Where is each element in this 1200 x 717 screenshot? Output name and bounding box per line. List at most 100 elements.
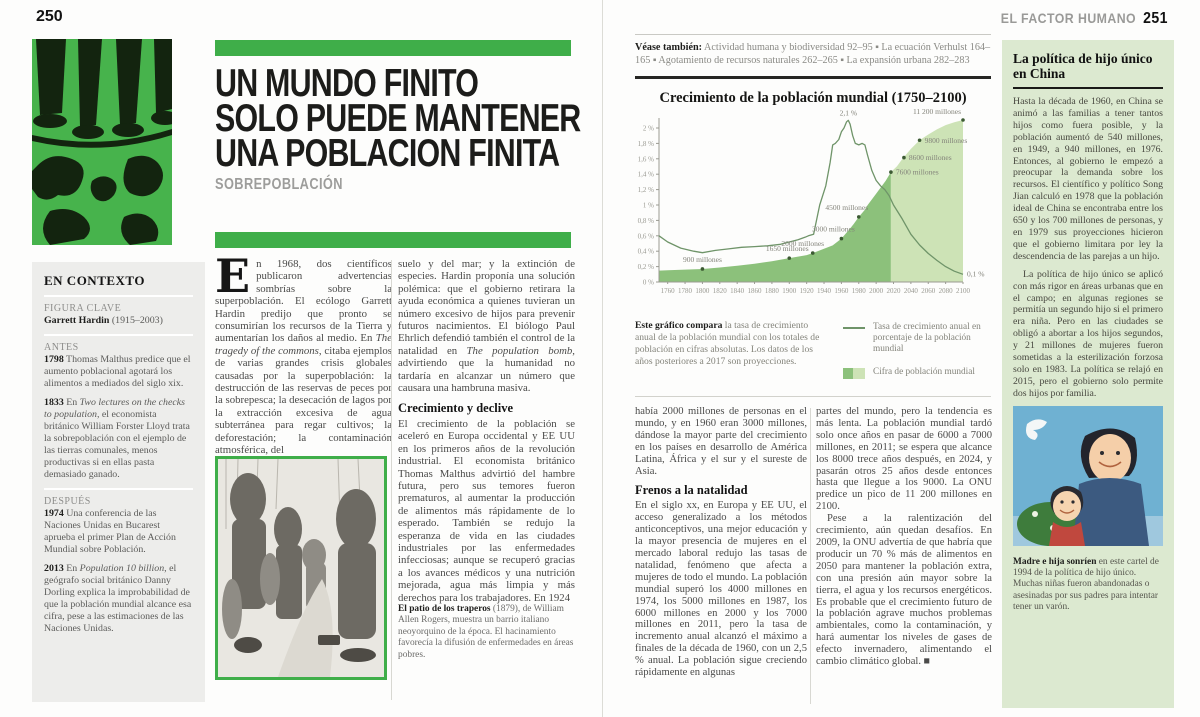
feet-on-globe-graphic xyxy=(32,39,179,245)
see-also-label: Véase también: xyxy=(635,42,703,53)
context-entry: 1974 Una conferencia de las Naciones Uni… xyxy=(44,508,176,555)
body-paragraph: partes del mundo, pero la tendencia es m… xyxy=(816,406,992,513)
svg-text:1880: 1880 xyxy=(765,287,780,295)
svg-text:1840: 1840 xyxy=(730,287,745,295)
svg-text:1,6 %: 1,6 % xyxy=(638,155,655,163)
body-column-1: En 1968, dos científicos publicaron adve… xyxy=(215,258,392,455)
svg-text:8600 millones: 8600 millones xyxy=(909,153,952,162)
svg-text:2020: 2020 xyxy=(887,287,902,295)
china-box-paragraph: Hasta la década de 1960, en China se ani… xyxy=(1013,96,1163,262)
divider xyxy=(44,488,193,490)
title-block: UN MUNDO FINITO SOLO PUEDE MANTENER UNA … xyxy=(215,40,581,250)
section-heading: Frenos a la natalidad xyxy=(635,483,748,498)
population-chart-svg: 0 % 0,2 % 0,4 % 0,6 % 0,8 % 1 % 1,2 % 1,4 % 1,6 … xyxy=(638,107,985,295)
svg-text:1860: 1860 xyxy=(748,287,763,295)
line-swatch-icon xyxy=(843,327,865,329)
see-also-box: Véase también: Actividad humana y biodiv… xyxy=(635,34,991,79)
legend-label: Tasa de crecimiento anual en porcentaje … xyxy=(873,322,981,354)
body-paragraph: había 2000 millones de personas en el mu… xyxy=(635,406,807,477)
one-child-policy-poster xyxy=(1013,405,1163,551)
body-paragraph: En el siglo xx, en Europa y EE UU, el ac… xyxy=(635,500,807,679)
svg-text:1,4 %: 1,4 % xyxy=(638,171,655,179)
article-title-line1: UN MUNDO FINITO xyxy=(215,62,479,105)
svg-text:1760: 1760 xyxy=(661,287,676,295)
context-heading: EN CONTEXTO xyxy=(44,273,145,288)
svg-text:2060: 2060 xyxy=(921,287,936,295)
body-column-4: partes del mundo, pero la tendencia es m… xyxy=(816,406,992,710)
divider xyxy=(1013,87,1163,89)
article-title-line2: SOLO PUEDE MANTENER xyxy=(215,97,581,140)
figure-caption: El patio de los traperos (1879), de Will… xyxy=(398,603,574,660)
svg-text:2000 millones: 2000 millones xyxy=(781,239,824,248)
svg-text:2000: 2000 xyxy=(869,287,884,295)
article-title-line3: UNA POBLACION FINITA xyxy=(215,132,560,175)
svg-text:0 %: 0 % xyxy=(643,279,654,287)
page-number-left: 250 xyxy=(36,8,63,25)
chart-caption: Este gráfico compara la tasa de crecimie… xyxy=(635,320,820,367)
see-also-links: Actividad humana y biodiversidad 92–95 ▪… xyxy=(635,42,991,66)
svg-text:0,8 %: 0,8 % xyxy=(638,217,655,225)
body-paragraph: En 1968, dos científicos publicaron adve… xyxy=(215,258,392,455)
svg-text:3000 millones: 3000 millones xyxy=(812,225,855,234)
chart-title: Crecimiento de la población mundial (175… xyxy=(659,90,967,106)
svg-text:1960: 1960 xyxy=(834,287,849,295)
svg-text:1650 millones: 1650 millones xyxy=(766,244,809,253)
body-column-3: había 2000 millones de personas en el mu… xyxy=(635,406,807,710)
svg-text:900 millones: 900 millones xyxy=(683,255,722,264)
svg-text:2040: 2040 xyxy=(904,287,919,295)
china-box-title: La política de hijo único en China xyxy=(1013,51,1153,81)
population-chart: 0 % 0,2 % 0,4 % 0,6 % 0,8 % 1 % 1,2 % 1,4 % 1,6 … xyxy=(633,106,993,317)
svg-text:0,6 %: 0,6 % xyxy=(638,232,655,240)
body-paragraph: Pese a la ralentización del crecimiento,… xyxy=(816,513,992,668)
svg-text:1 %: 1 % xyxy=(643,202,654,210)
divider xyxy=(44,295,193,297)
context-label-despues: DESPUÉS xyxy=(44,496,91,507)
svg-text:0,1 %: 0,1 % xyxy=(967,269,985,278)
title-top-bar xyxy=(215,40,571,56)
svg-text:4500 millones: 4500 millones xyxy=(825,203,868,212)
legend-item-population: Cifra de población mundial xyxy=(843,367,991,379)
running-header: EL FACTOR HUMANO 251 xyxy=(1001,10,1168,28)
engraving-graphic xyxy=(218,458,384,677)
context-entry: Garrett Hardin (1915–2003) xyxy=(44,315,163,326)
svg-text:1980: 1980 xyxy=(852,287,867,295)
overpopulation-illustration xyxy=(32,39,179,250)
rag-pickers-yard-engraving xyxy=(215,456,387,680)
svg-text:1900: 1900 xyxy=(782,287,797,295)
china-box-paragraph: La política de hijo único se aplicó con … xyxy=(1013,268,1163,399)
context-label-antes: ANTES xyxy=(44,342,79,353)
svg-text:2080: 2080 xyxy=(939,287,954,295)
svg-text:1820: 1820 xyxy=(713,287,728,295)
context-entry: 1833 En Two lectures on the checks to po… xyxy=(44,397,190,480)
page-gutter xyxy=(602,0,603,717)
svg-text:1800: 1800 xyxy=(695,287,710,295)
context-entry: 1798 Thomas Malthus predice que el aumen… xyxy=(44,354,191,389)
chart-legend: Tasa de crecimiento anual en porcentaje … xyxy=(843,322,991,391)
svg-text:2 %: 2 % xyxy=(643,125,654,133)
svg-text:1,2 %: 1,2 % xyxy=(638,186,655,194)
context-label-figura: FIGURA CLAVE xyxy=(44,303,122,314)
title-bottom-bar xyxy=(215,232,571,248)
poster-graphic xyxy=(1013,405,1163,546)
svg-text:1940: 1940 xyxy=(817,287,832,295)
svg-text:9800 millones: 9800 millones xyxy=(925,136,968,145)
svg-text:0,4 %: 0,4 % xyxy=(638,248,655,256)
divider xyxy=(44,334,193,336)
svg-text:1920: 1920 xyxy=(800,287,815,295)
column-rule xyxy=(810,408,811,704)
body-paragraph: El crecimiento de la población se aceler… xyxy=(398,417,575,604)
china-policy-box: La política de hijo único en China Hasta… xyxy=(1002,40,1174,708)
page-number-right: 251 xyxy=(1143,10,1168,27)
running-header-title: EL FACTOR HUMANO xyxy=(1000,10,1137,26)
section-heading: Crecimiento y declive xyxy=(398,401,514,416)
column-rule xyxy=(391,260,392,700)
area-swatch-icon xyxy=(843,368,865,379)
svg-text:7600 millones: 7600 millones xyxy=(896,168,939,177)
legend-item-growth-rate: Tasa de crecimiento anual en porcentaje … xyxy=(843,322,991,355)
svg-text:0,2 %: 0,2 % xyxy=(638,263,655,271)
svg-text:2100: 2100 xyxy=(956,287,971,295)
svg-text:11 200 millones: 11 200 millones xyxy=(913,107,961,116)
svg-text:2,1 %: 2,1 % xyxy=(840,108,858,117)
article-kicker: SOBREPOBLACIÓN xyxy=(215,176,343,193)
